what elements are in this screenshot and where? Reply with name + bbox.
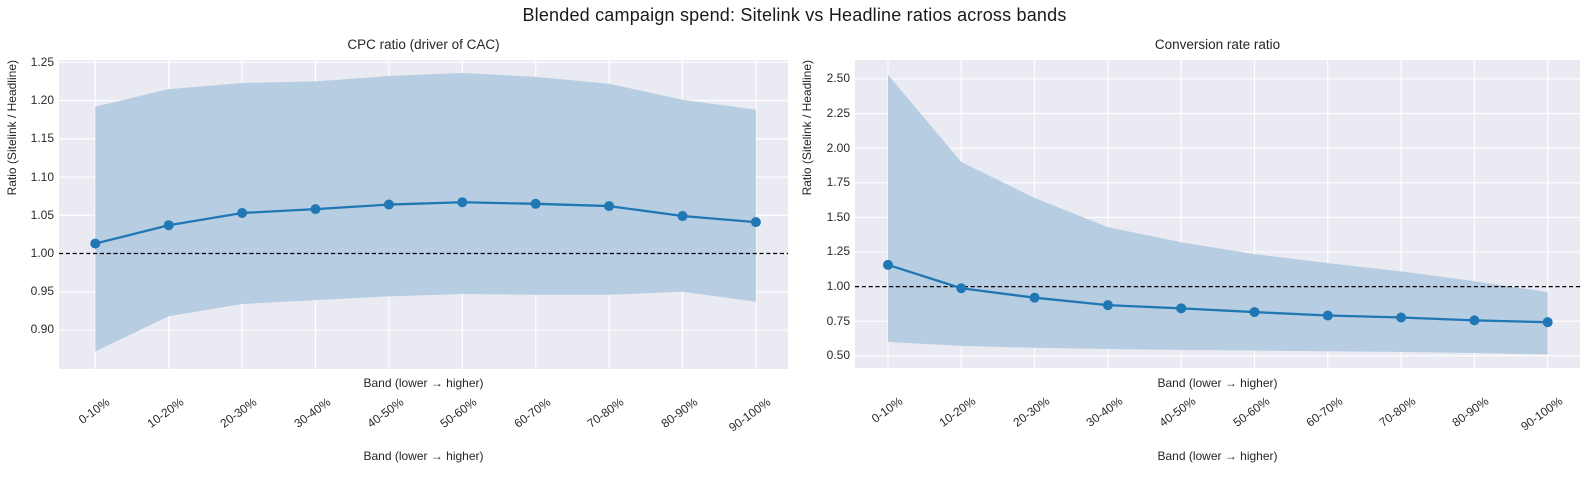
data-point (457, 197, 468, 208)
data-point (90, 238, 101, 249)
y-tick-label: 0.95 (30, 284, 54, 299)
figure-title: Blended campaign spend: Sitelink vs Head… (522, 5, 1067, 25)
y-tick-label: 0.50 (826, 348, 850, 363)
data-point (1249, 307, 1260, 318)
subplot-title: Conversion rate ratio (1154, 37, 1281, 52)
data-point (1102, 300, 1113, 311)
y-tick-label: 1.15 (30, 131, 54, 146)
y-tick-label: 2.00 (826, 140, 850, 155)
data-point (1176, 303, 1187, 314)
data-point (750, 217, 761, 228)
y-tick-label: 1.20 (30, 93, 54, 108)
x-axis-label: Band (lower → higher) (363, 376, 484, 390)
data-point (1396, 312, 1407, 323)
data-point (604, 201, 615, 212)
data-point (310, 204, 321, 215)
data-point (530, 198, 541, 209)
plot-area-conversion-rate-ratio (855, 60, 1580, 368)
data-point (163, 220, 174, 231)
subplot-title: CPC ratio (driver of CAC) (347, 37, 500, 52)
data-point (1322, 310, 1333, 321)
y-tick-label: 1.10 (30, 169, 54, 184)
y-tick-label: 1.25 (30, 54, 54, 69)
y-tick-label: 1.00 (30, 246, 54, 260)
data-point (1469, 315, 1480, 326)
plot-area-cpc-ratio (59, 60, 788, 369)
confidence-band (95, 73, 756, 352)
y-tick-label: 1.50 (826, 209, 850, 224)
subplot-cpc-ratio: CPC ratio (driver of CAC) Ratio (Sitelin… (5, 37, 788, 463)
y-tick-label: 1.00 (826, 279, 850, 294)
y-tick-label: 0.75 (826, 313, 850, 328)
data-point (677, 211, 688, 222)
y-tick-label: 0.90 (30, 322, 54, 337)
y-tick-label: 1.25 (826, 244, 850, 259)
data-point (1542, 317, 1553, 328)
data-point (383, 199, 394, 210)
data-point (956, 283, 967, 294)
data-point (237, 207, 248, 218)
x-axis-label: Band (lower → higher) (1157, 449, 1278, 463)
confidence-band (888, 74, 1548, 355)
y-tick-label: 1.05 (30, 207, 54, 222)
ratio-line (887, 263, 1548, 324)
data-point (1029, 292, 1040, 303)
y-tick-label: 2.25 (826, 106, 850, 121)
data-point (883, 259, 893, 270)
x-axis-label: Band (lower → higher) (1157, 376, 1278, 390)
y-tick-label: 1.75 (826, 175, 850, 190)
subplot-conversion-rate-ratio: Conversion rate ratio Ratio (Sitelink / … (795, 0, 1589, 478)
ratio-line (95, 201, 756, 245)
x-axis-label: Band (lower → higher) (363, 449, 484, 463)
y-tick-label: 2.50 (826, 71, 850, 86)
